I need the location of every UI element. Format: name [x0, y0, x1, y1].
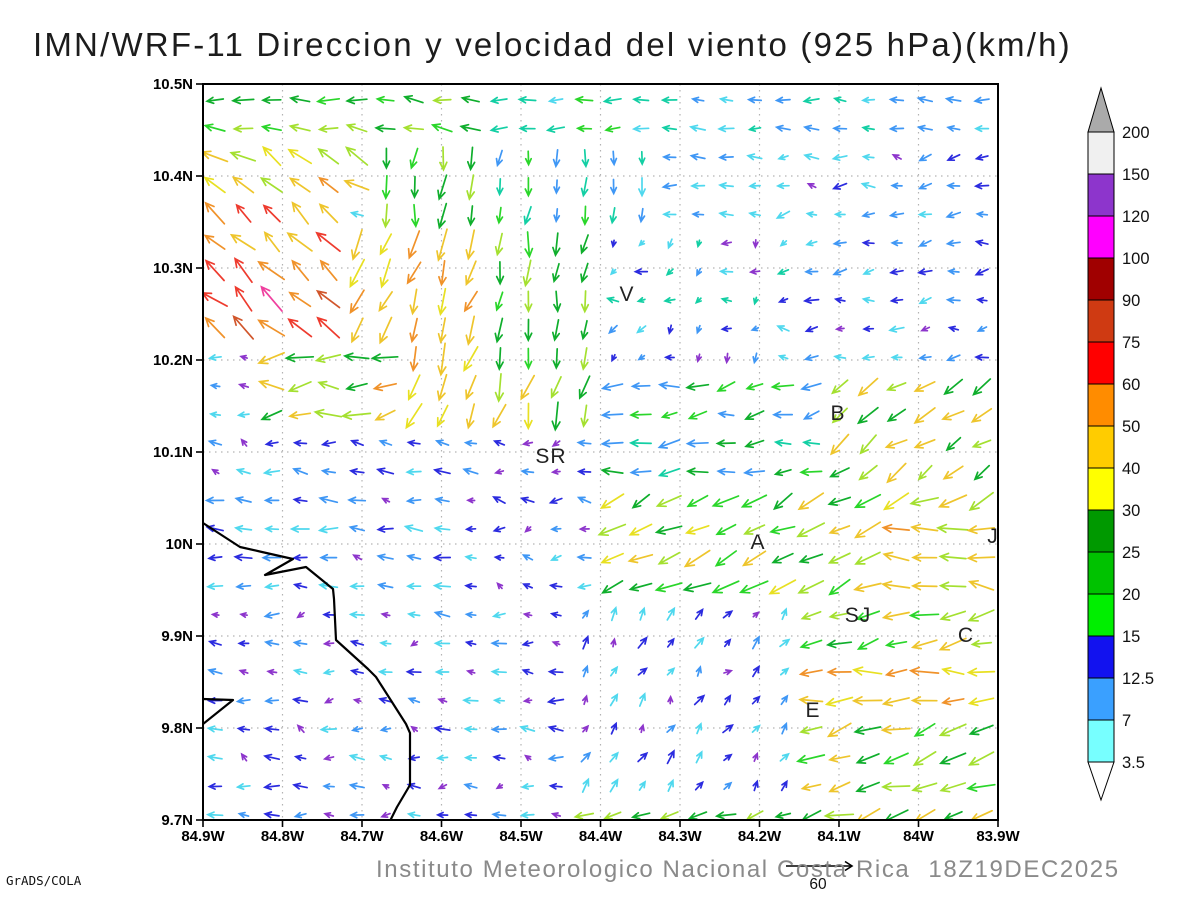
lon-tick-label: 84.3W — [658, 828, 702, 845]
city-labels: V SR B A SJ C E J — [535, 283, 999, 722]
city-label-c: C — [958, 624, 974, 647]
colorbar-label: 60 — [1122, 376, 1140, 394]
plot-border — [202, 83, 999, 821]
colorbar-segment — [1087, 257, 1115, 301]
colorbar-segment — [1087, 215, 1115, 259]
lat-tick-label: 9.8N — [161, 720, 193, 737]
lat-tick-label: 9.9N — [161, 628, 193, 645]
grads-credit: GrADS/COLA — [6, 873, 82, 888]
colorbar-label: 40 — [1122, 460, 1140, 478]
colorbar-label: 20 — [1122, 586, 1140, 604]
colorbar-segment — [1087, 677, 1115, 721]
lat-tick-label: 10.3N — [153, 260, 193, 277]
institute-label: Instituto Meteorologico Nacional Costa R… — [376, 856, 911, 883]
colorbar-label: 30 — [1122, 502, 1140, 520]
grid-lines — [203, 84, 998, 820]
lon-tick-label: 83.9W — [976, 828, 1020, 845]
lat-tick-label: 9.7N — [161, 812, 193, 829]
colorbar-segment — [1087, 593, 1115, 637]
datetime-label: 18Z19DEC2025 — [928, 856, 1120, 883]
coastline — [203, 522, 412, 820]
lat-tick-label: 10.4N — [153, 168, 193, 185]
colorbar-label: 90 — [1122, 292, 1140, 310]
colorbar-label: 150 — [1122, 166, 1150, 184]
lat-tick-label: 10N — [165, 536, 193, 553]
colorbar-label: 75 — [1122, 334, 1140, 352]
colorbar-label: 50 — [1122, 418, 1140, 436]
colorbar-segment — [1087, 299, 1115, 343]
colorbar-segment — [1087, 341, 1115, 385]
colorbar: 200 150 120 100 90 75 60 50 40 30 25 20 15 12.5 7 3.5 — [1087, 86, 1154, 802]
city-label-sr: SR — [535, 445, 566, 468]
lat-tick-label: 10.5N — [153, 76, 193, 93]
colorbar-label: 3.5 — [1122, 754, 1145, 772]
lon-tick-label: 84.2W — [738, 828, 782, 845]
colorbar-under-arrow — [1087, 761, 1115, 802]
colorbar-label: 100 — [1122, 250, 1150, 268]
lon-tick-label: 84.4W — [579, 828, 623, 845]
city-label-a: A — [750, 531, 765, 554]
colorbar-segment — [1087, 425, 1115, 469]
colorbar-segment — [1087, 551, 1115, 595]
colorbar-label: 25 — [1122, 544, 1140, 562]
lon-tick-label: 84.6W — [420, 828, 464, 845]
lon-tick-label: 84.8W — [261, 828, 305, 845]
colorbar-segment — [1087, 635, 1115, 679]
lat-tick-label: 10.2N — [153, 352, 193, 369]
lon-tick-label: 84.1W — [817, 828, 861, 845]
colorbar-label: 200 — [1122, 124, 1150, 142]
colorbar-label: 7 — [1122, 712, 1131, 730]
city-label-b: B — [830, 402, 845, 425]
colorbar-segment — [1087, 509, 1115, 553]
lon-tick-label: 84W — [903, 828, 935, 845]
colorbar-over-arrow — [1087, 86, 1115, 133]
colorbar-label: 120 — [1122, 208, 1150, 226]
colorbar-segment — [1087, 131, 1115, 175]
axis-ticks — [196, 83, 999, 827]
lon-tick-label: 84.7W — [340, 828, 384, 845]
colorbar-segment — [1087, 719, 1115, 763]
city-label-v: V — [619, 283, 634, 306]
footer-text: Instituto Meteorologico Nacional Costa R… — [376, 856, 1120, 884]
axis-labels: 10.5N 10.4N 10.3N 10.2N 10.1N 10N 9.9N 9.8N 9.7N… — [153, 76, 1021, 845]
chart-title: IMN/WRF-11 Direccion y velocidad del vie… — [33, 26, 1072, 63]
lat-tick-label: 10.1N — [153, 444, 193, 461]
lon-tick-label: 84.9W — [181, 828, 225, 845]
colorbar-segment — [1087, 173, 1115, 217]
colorbar-label: 12.5 — [1122, 670, 1154, 688]
city-label-sj: SJ — [845, 604, 872, 627]
colorbar-segment — [1087, 467, 1115, 511]
colorbar-label: 15 — [1122, 628, 1140, 646]
lon-tick-label: 84.5W — [499, 828, 543, 845]
city-label-j: J — [987, 525, 999, 548]
city-label-e: E — [805, 699, 820, 722]
colorbar-segment — [1087, 383, 1115, 427]
wind-vectors — [203, 94, 996, 820]
